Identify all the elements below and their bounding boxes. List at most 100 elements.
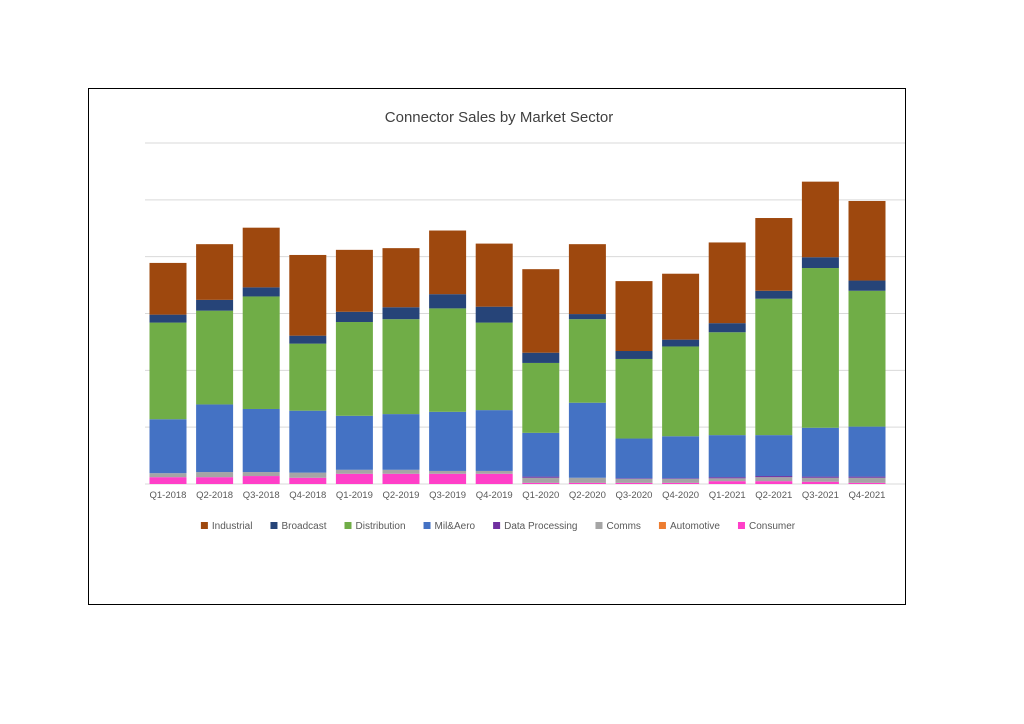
bar-segment-distribution [615, 358, 653, 439]
bar-segment-consumer [475, 473, 513, 484]
x-tick-label: Q3-2019 [429, 490, 466, 501]
legend: Industrial Broadcast Distribution Mil&Aero D… [200, 521, 796, 532]
bar-segment-industrial [196, 244, 234, 300]
x-tick-label: Q3-2021 [802, 490, 839, 501]
bar-segment-broadcast [149, 314, 187, 323]
bar-segment-comms [708, 478, 746, 482]
bar-segment-distribution [522, 362, 560, 433]
bar-segment-industrial [335, 249, 373, 312]
bar-segment-consumer [801, 481, 839, 484]
bar-segment-comms [429, 470, 467, 474]
legend-label: Consumer [749, 521, 796, 532]
bar-segment-distribution [242, 296, 280, 409]
bar-segment-mil-aero [382, 414, 420, 470]
bar-segment-broadcast [568, 314, 606, 320]
bar-segment-comms [615, 478, 653, 483]
legend-label: Distribution [356, 521, 406, 532]
bar-segment-broadcast [801, 257, 839, 269]
bar-segment-distribution [289, 343, 327, 411]
bar-segment-consumer [196, 477, 234, 484]
legend-item: Industrial [200, 521, 253, 532]
bar-segment-industrial [708, 242, 746, 324]
bar-segment-broadcast [662, 339, 700, 347]
x-tick-label: Q1-2020 [522, 490, 559, 501]
bar-segment-broadcast [242, 287, 280, 297]
legend-item: Distribution [344, 521, 406, 532]
bar-segment-comms [801, 477, 839, 482]
x-tick-label: Q4-2020 [662, 490, 699, 501]
bar-segment-industrial [801, 181, 839, 258]
bar-segment-comms [848, 477, 886, 483]
bar-segment-data-processing [755, 476, 793, 478]
bar-segment-mil-aero [475, 410, 513, 471]
legend-swatch [658, 522, 666, 529]
bar-segment-industrial [568, 244, 606, 315]
legend-item: Automotive [658, 521, 720, 532]
legend-label: Mil&Aero [435, 521, 476, 532]
legend-label: Automotive [670, 521, 720, 532]
legend-swatch [595, 522, 603, 529]
bar-segment-distribution [662, 346, 700, 437]
chart-frame: Connector Sales by Market Sector Q1-2018… [88, 88, 906, 605]
bar-segment-broadcast [289, 335, 327, 344]
legend-swatch [737, 522, 745, 529]
legend-swatch [270, 522, 278, 529]
legend-swatch [423, 522, 431, 529]
bar-segment-consumer [615, 482, 653, 484]
bar-segment-industrial [382, 248, 420, 308]
legend-label: Broadcast [281, 521, 326, 532]
legend-swatch [344, 522, 352, 529]
bar-segment-distribution [568, 319, 606, 403]
x-tick-label: Q2-2018 [196, 490, 233, 501]
bar-segment-distribution [149, 322, 187, 420]
bar-segment-consumer [522, 482, 560, 484]
x-tick-label: Q4-2021 [849, 490, 886, 501]
legend-item: Data Processing [493, 521, 577, 532]
bar-segment-comms [662, 478, 700, 483]
bar-segment-broadcast [615, 351, 653, 359]
bar-segment-mil-aero [662, 436, 700, 479]
bar-segment-mil-aero [755, 435, 793, 477]
bar-segment-comms [242, 472, 280, 477]
bar-segment-consumer [429, 473, 467, 484]
bar-segment-industrial [522, 269, 560, 353]
bar-segment-consumer [149, 477, 187, 484]
bar-segment-consumer [708, 481, 746, 484]
bar-segment-mil-aero [522, 432, 560, 477]
x-tick-label: Q2-2020 [569, 490, 606, 501]
x-axis-ticks: Q1-2018 Q2-2018 Q3-2018 Q4-2018 Q1-2019 Q2-20… [150, 490, 886, 501]
bar-segment-industrial [615, 281, 653, 352]
bar-segment-industrial [242, 227, 280, 288]
bar-segment-consumer [662, 482, 700, 484]
bar-segment-data-processing [708, 477, 746, 479]
bar-segment-distribution [708, 332, 746, 436]
bar-segment-data-processing [522, 476, 560, 478]
bar-segment-data-processing [848, 476, 886, 478]
bar-segment-consumer [289, 477, 327, 484]
bar-segment-broadcast [382, 307, 420, 320]
bar-segment-consumer [848, 482, 886, 484]
bar-segment-broadcast [848, 280, 886, 291]
bar-segment-broadcast [196, 299, 234, 311]
bar-segment-data-processing [662, 478, 700, 479]
bar-segment-mil-aero [149, 419, 187, 474]
x-tick-label: Q2-2019 [383, 490, 420, 501]
bar-segment-comms [335, 469, 373, 474]
bar-segment-mil-aero [429, 411, 467, 471]
bar-segment-industrial [848, 200, 886, 281]
legend-label: Industrial [212, 521, 253, 532]
chart-title: Connector Sales by Market Sector [385, 109, 613, 126]
bar-segment-distribution [196, 310, 234, 405]
bar-segment-distribution [335, 322, 373, 416]
legend-swatch [200, 522, 208, 529]
bar-segment-comms [289, 472, 327, 478]
bars [149, 181, 886, 484]
bar-segment-comms [196, 472, 234, 478]
x-tick-label: Q4-2018 [289, 490, 326, 501]
bar-segment-industrial [475, 243, 513, 307]
bar-segment-data-processing [801, 476, 839, 478]
legend-swatch [493, 522, 501, 529]
stacked-bar-chart: Connector Sales by Market Sector Q1-2018… [145, 109, 905, 532]
bar-segment-consumer [382, 473, 420, 484]
x-tick-label: Q1-2018 [150, 490, 187, 501]
